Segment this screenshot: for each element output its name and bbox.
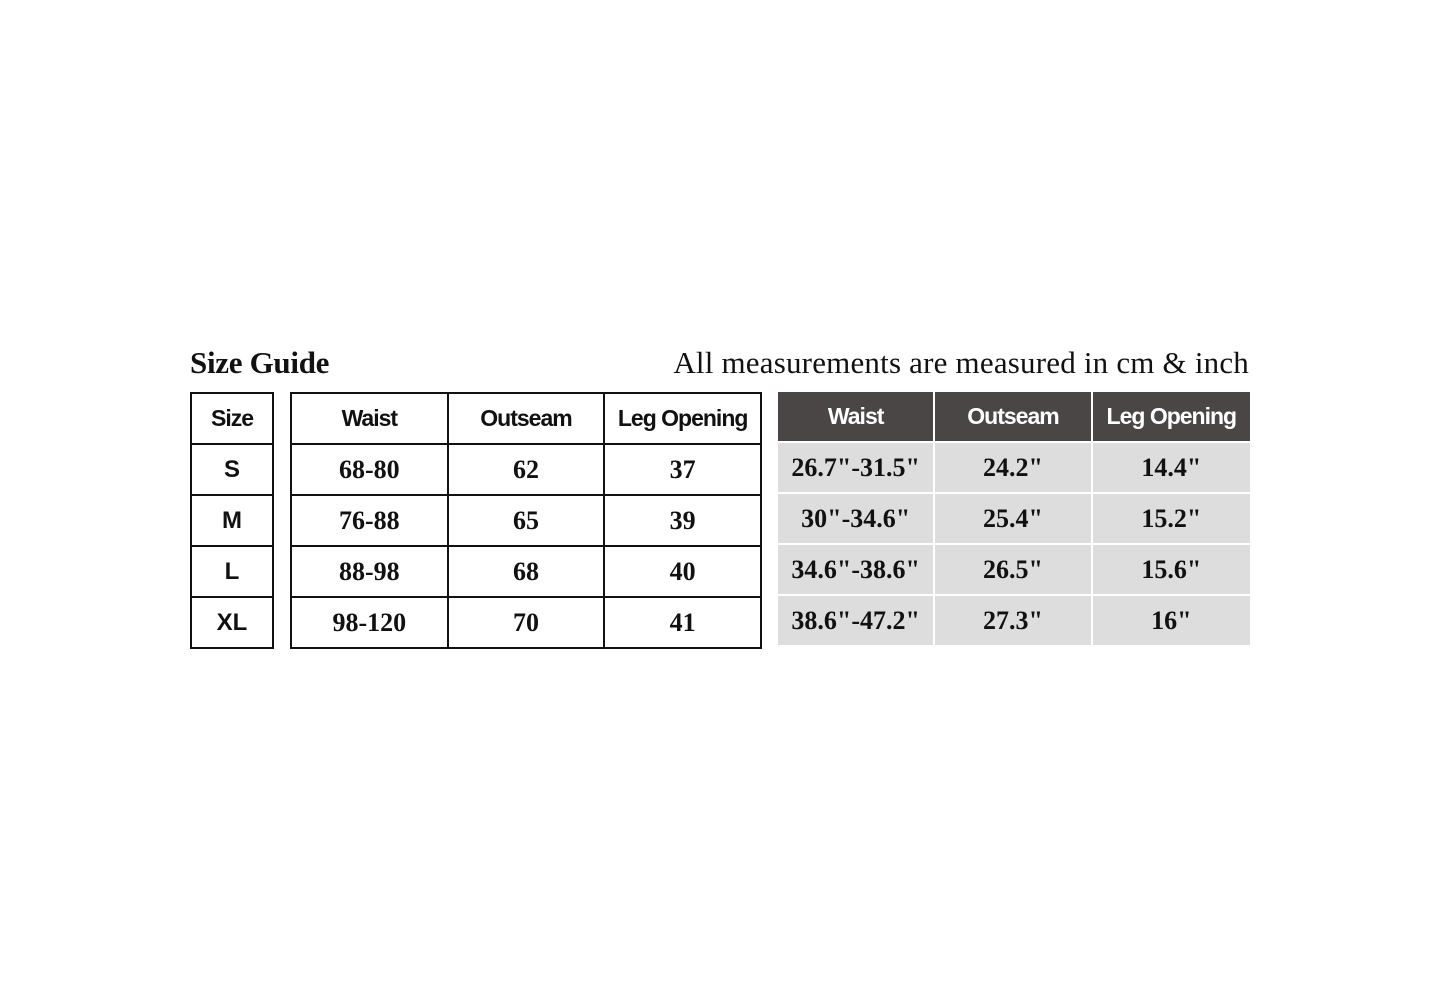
table-cell: 41: [603, 596, 762, 649]
table-cell: 37: [603, 443, 762, 496]
column-header: Outseam: [935, 392, 1093, 443]
column-header: Waist: [290, 392, 449, 445]
table-cell: 24.2": [935, 443, 1093, 494]
table-cell: 15.2": [1092, 494, 1250, 545]
table-row: 98-120 70 41: [290, 596, 762, 649]
table-cell: 65: [446, 494, 606, 547]
table-row: 76-88 65 39: [290, 494, 762, 547]
table-cell: 40: [603, 545, 762, 598]
size-cell: L: [190, 545, 274, 598]
table-row: 34.6"-38.6" 26.5" 15.6": [778, 545, 1250, 596]
size-cell: M: [190, 494, 274, 547]
table-row: 88-98 68 40: [290, 545, 762, 598]
table-cell: 34.6"-38.6": [778, 545, 936, 596]
table-cell: 68: [446, 545, 606, 598]
page-title: Size Guide: [190, 345, 330, 380]
table-cell: 14.4": [1092, 443, 1250, 494]
size-cell: S: [190, 443, 274, 496]
inch-table: Waist Outseam Leg Opening 26.7"-31.5" 24.…: [778, 392, 1250, 647]
table-cell: 88-98: [290, 545, 449, 598]
table-cell: 98-120: [290, 596, 449, 649]
table-cell: 62: [446, 443, 606, 496]
column-header: Leg Opening: [603, 392, 762, 445]
size-header: Size: [190, 392, 274, 445]
table-cell: 25.4": [935, 494, 1093, 545]
table-cell: 27.3": [935, 596, 1093, 647]
table-cell: 76-88: [290, 494, 449, 547]
size-cell: XL: [190, 596, 274, 649]
table-row: 26.7"-31.5" 24.2" 14.4": [778, 443, 1250, 494]
table-row: 38.6"-47.2" 27.3" 16": [778, 596, 1250, 647]
table-cell: 30"-34.6": [778, 494, 936, 545]
table-cell: 15.6": [1092, 545, 1250, 596]
table-cell: 38.6"-47.2": [778, 596, 936, 647]
size-table: Size S M L XL: [190, 392, 274, 649]
table-cell: 39: [603, 494, 762, 547]
header-row: Waist Outseam Leg Opening: [778, 392, 1250, 443]
header-row: Waist Outseam Leg Opening: [290, 392, 762, 445]
table-cell: 26.7"-31.5": [778, 443, 936, 494]
table-cell: 68-80: [290, 443, 449, 496]
column-header: Outseam: [446, 392, 606, 445]
table-cell: 26.5": [935, 545, 1093, 596]
units-note: All measurements are measured in cm & in…: [673, 345, 1249, 380]
table-cell: 70: [446, 596, 606, 649]
table-cell: 16": [1092, 596, 1250, 647]
table-row: 30"-34.6" 25.4" 15.2": [778, 494, 1250, 545]
table-row: 68-80 62 37: [290, 443, 762, 496]
column-header: Waist: [778, 392, 936, 443]
column-header: Leg Opening: [1092, 392, 1250, 443]
cm-table: Waist Outseam Leg Opening 68-80 62 37 76-88…: [290, 392, 762, 649]
